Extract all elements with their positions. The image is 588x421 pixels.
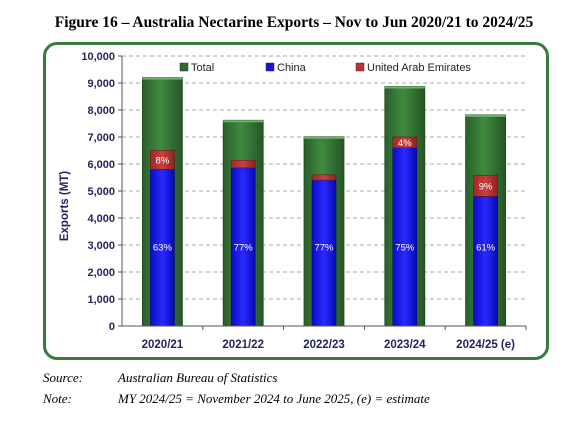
gridlines: [122, 55, 526, 300]
y-tick-label: 3,000: [87, 240, 115, 252]
chart-frame: [43, 42, 549, 360]
y-tick-label: 10,000: [81, 51, 115, 63]
x-axis-ticks: 2020/21 2021/22 2022/23 2023/24 2024/25 (e): [142, 326, 527, 351]
uae-pct-label: 4%: [398, 138, 412, 149]
legend-label: Total: [191, 62, 214, 74]
x-tick-label: 2024/25 (e): [456, 339, 515, 351]
uae-bar: [150, 150, 175, 170]
y-tick-label: 8,000: [87, 105, 115, 117]
y-tick-label: 0: [109, 321, 115, 333]
china-bar: [230, 167, 256, 327]
china-pct-label: 61%: [476, 242, 496, 253]
china-pct-label: 75%: [395, 242, 415, 253]
y-tick-label: 5,000: [87, 186, 115, 198]
uae-bar: [392, 136, 418, 149]
y-tick-label: 6,000: [87, 159, 115, 171]
uae-bar: [230, 159, 256, 169]
china-bar: [311, 179, 337, 327]
total-bar-bevel: [465, 114, 506, 117]
china-pct-label: 77%: [314, 242, 334, 253]
y-tick-label: 7,000: [87, 132, 115, 144]
legend: Total China United Arab Emirates: [179, 62, 471, 74]
total-bar-bevel: [304, 136, 344, 139]
uae-pct-label: 9%: [479, 181, 493, 192]
y-axis-ticks: 0 1,000 2,000 3,000 4,000 5,000 6,000 7,000 8,00…: [81, 51, 122, 333]
china-pct-label: 63%: [153, 242, 173, 253]
y-tick-label: 1,000: [87, 294, 115, 306]
uae-pct-label: 8%: [156, 155, 170, 166]
y-tick-label: 9,000: [87, 78, 115, 90]
x-tick-label: 2023/24: [384, 339, 426, 351]
legend-label: China: [277, 62, 307, 74]
total-bar-bevel: [384, 86, 425, 89]
source-value: Australian Bureau of Statistics: [118, 370, 278, 385]
china-bar: [473, 196, 498, 327]
total-bar-bevel: [142, 77, 183, 80]
note-label: Note:: [43, 391, 72, 406]
y-tick-label: 2,000: [87, 267, 115, 279]
china-bar: [392, 147, 418, 327]
x-tick-label: 2020/21: [142, 339, 184, 351]
note-value: MY 2024/25 = November 2024 to June 2025,…: [118, 391, 430, 406]
y-tick-label: 4,000: [87, 213, 115, 225]
x-tick-label: 2022/23: [303, 339, 345, 351]
source-label: Source:: [43, 370, 83, 385]
legend-label: United Arab Emirates: [367, 62, 471, 74]
figure-title: Figure 16 – Australia Nectarine Exports …: [54, 14, 534, 31]
x-tick-label: 2021/22: [222, 339, 264, 351]
legend-swatch: [355, 62, 365, 72]
uae-bar: [473, 175, 498, 197]
bars: 63% 8% 77% 77% 75% 4% 61% 9%: [141, 77, 507, 327]
uae-bar: [311, 174, 337, 181]
total-bar-bevel: [223, 120, 264, 123]
china-pct-label: 77%: [234, 242, 254, 253]
legend-swatch: [179, 62, 189, 72]
y-axis-label: Exports (MT): [59, 171, 71, 241]
legend-swatch: [265, 62, 275, 72]
